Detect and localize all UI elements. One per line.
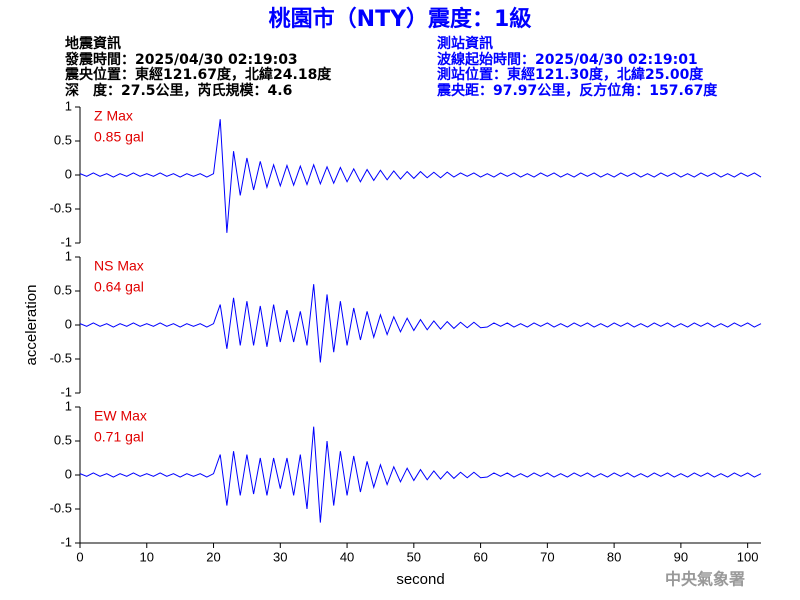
y-tick-label: 1 — [65, 98, 72, 113]
y-tick-label: 0 — [65, 316, 72, 331]
x-tick-label: 20 — [206, 549, 220, 564]
x-tick-label: 50 — [407, 549, 421, 564]
y-tick-label: 0 — [65, 166, 72, 181]
y-tick-label: 0 — [65, 466, 72, 481]
waveform — [79, 284, 762, 363]
y-tick-label: -0.5 — [50, 500, 72, 515]
x-tick-label: 70 — [540, 549, 554, 564]
y-tick-label: -1 — [60, 534, 72, 549]
annotation: Z Max — [94, 108, 133, 124]
x-tick-label: 0 — [76, 549, 83, 564]
info-line: 波線起始時間：2025/04/30 02:19:01 — [437, 51, 698, 68]
y-tick-label: 0.5 — [54, 282, 72, 297]
waveform — [79, 426, 762, 523]
y-tick-label: 0.5 — [54, 132, 72, 147]
info-line: 測站資訊 — [437, 35, 493, 52]
waveform — [79, 119, 762, 233]
x-tick-label: 100 — [737, 549, 759, 564]
x-axis-label: second — [396, 571, 444, 588]
info-line: 震央距：97.97公里，反方位角：157.67度 — [436, 82, 718, 99]
y-tick-label: -1 — [60, 384, 72, 399]
x-tick-label: 90 — [674, 549, 688, 564]
y-tick-label: 1 — [65, 398, 72, 413]
y-tick-label: -0.5 — [50, 350, 72, 365]
annotation: EW Max — [94, 408, 147, 424]
info-line: 深 度：27.5公里，芮氏規模：4.6 — [65, 82, 292, 99]
info-line: 測站位置：東經121.30度，北緯25.00度 — [437, 66, 704, 83]
x-tick-label: 30 — [273, 549, 287, 564]
annotation: NS Max — [94, 258, 144, 274]
x-tick-label: 60 — [473, 549, 487, 564]
info-line: 地震資訊 — [65, 35, 121, 52]
x-tick-label: 10 — [140, 549, 154, 564]
y-axis-label: acceleration — [23, 285, 40, 366]
footer: 中央氣象署 — [665, 570, 745, 589]
info-line: 震央位置：東經121.67度，北緯24.18度 — [64, 66, 332, 83]
annotation: 0.64 gal — [94, 279, 144, 295]
station-info: 測站資訊 波線起始時間：2025/04/30 02:19:01 測站位置：東經1… — [436, 35, 718, 99]
annotation: 0.71 gal — [94, 429, 144, 445]
x-tick-label: 80 — [607, 549, 621, 564]
x-tick-label: 40 — [340, 549, 354, 564]
y-tick-label: -0.5 — [50, 200, 72, 215]
chart-title: 桃園市（NTY）震度：1級 — [269, 6, 532, 32]
event-info: 地震資訊 發震時間：2025/04/30 02:19:03 震央位置：東經121… — [64, 35, 332, 99]
y-tick-label: -1 — [60, 234, 72, 249]
annotation: 0.85 gal — [94, 129, 144, 145]
y-tick-label: 1 — [65, 248, 72, 263]
y-tick-label: 0.5 — [54, 432, 72, 447]
info-line: 發震時間：2025/04/30 02:19:03 — [64, 51, 298, 68]
